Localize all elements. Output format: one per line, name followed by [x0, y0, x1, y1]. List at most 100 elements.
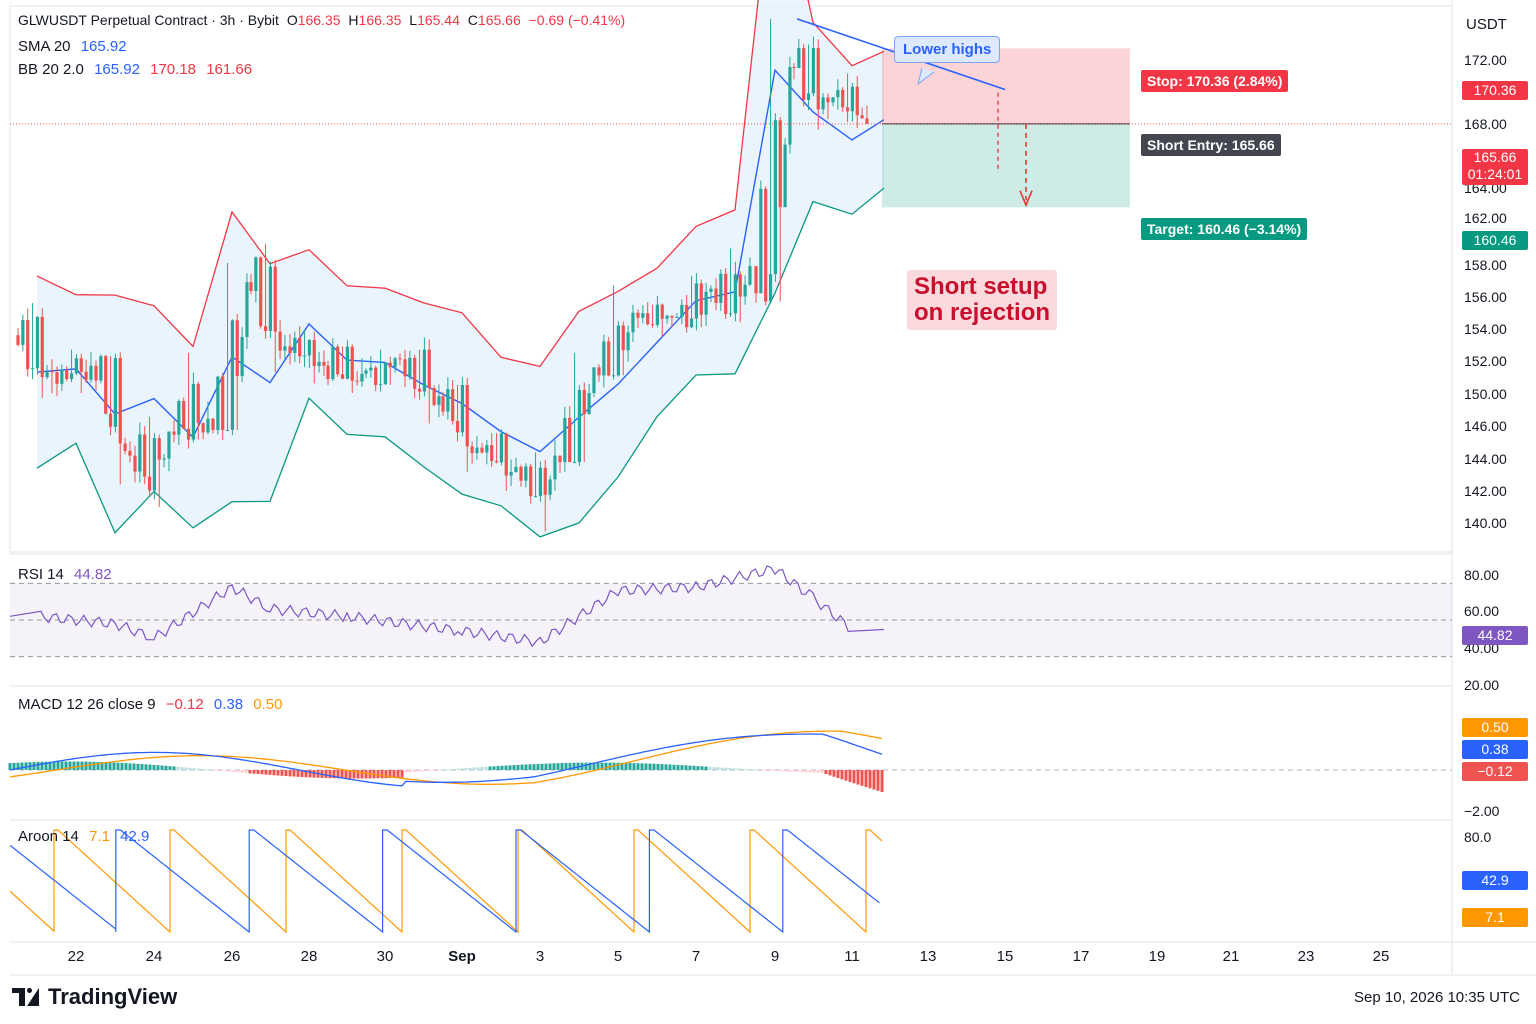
candle-body [45, 371, 49, 378]
macd-histogram-bar [184, 767, 188, 770]
candle-body [446, 389, 450, 412]
symbol-title: GLWUSDT Perpetual Contract · 3h · Bybit [18, 12, 279, 28]
candle-body [709, 288, 713, 292]
macd-histogram-bar [264, 770, 268, 775]
macd-histogram-bar [768, 770, 772, 771]
macd-histogram-bar [268, 770, 272, 775]
candle-body [331, 346, 335, 380]
macd-histogram-bar [204, 769, 208, 771]
candle-body [553, 455, 557, 480]
candle-body [616, 325, 620, 376]
candle-body [21, 320, 25, 345]
macd-histogram-bar [772, 770, 776, 771]
candle-body [422, 349, 426, 392]
macd-histogram-bar [384, 770, 388, 779]
candle-body [182, 401, 186, 429]
macd-histogram-bar [724, 767, 728, 770]
macd-histogram-bar [236, 770, 240, 773]
candle-body [816, 48, 820, 110]
macd-histogram-bar [488, 766, 492, 770]
macd-histogram-bar [840, 770, 844, 780]
aroon-legend[interactable]: Aroon 14 7.1 42.9 [18, 828, 149, 845]
macd-histogram-bar [348, 770, 352, 779]
stop-price-tag: 170.36 [1462, 81, 1528, 100]
stop-label[interactable]: Stop: 170.36 (2.84%) [1141, 70, 1289, 92]
candle-body [646, 313, 650, 325]
bb-legend[interactable]: BB 20 2.0 165.92 170.18 161.66 [18, 61, 252, 78]
candle-body [490, 445, 494, 462]
candle-body [364, 370, 368, 374]
candle-body [831, 97, 835, 103]
macd-histogram-bar [152, 764, 156, 770]
high-value: 166.35 [358, 12, 402, 28]
macd-histogram-bar [344, 770, 348, 779]
high-label: H [348, 12, 359, 28]
candle-body [79, 358, 83, 372]
macd-histogram-bar [536, 763, 540, 770]
entry-label[interactable]: Short Entry: 165.66 [1141, 134, 1281, 156]
macd-legend[interactable]: MACD 12 26 close 9 −0.12 0.38 0.50 [18, 696, 282, 713]
tradingview-logo[interactable]: TradingView [12, 984, 177, 1010]
candle-body [211, 418, 215, 430]
macd-histogram-bar [88, 761, 92, 770]
close-label: C [467, 12, 478, 28]
price-tick: 172.00 [1464, 52, 1507, 68]
candle-body [441, 396, 445, 412]
candle-body [302, 355, 307, 357]
candle-body [759, 188, 763, 294]
macd-histogram-bar [272, 770, 276, 776]
x-tick: 15 [996, 948, 1014, 965]
macd-histogram-bar [240, 770, 244, 773]
candle-body [802, 48, 806, 101]
macd-histogram-bar [572, 762, 576, 770]
candle-body [621, 325, 625, 351]
macd-histogram-bar [664, 764, 668, 770]
candle-body [764, 188, 768, 302]
bar-countdown: 01:24:01 [1467, 166, 1523, 182]
macd-histogram-bar [180, 767, 184, 770]
x-tick: 3 [535, 948, 545, 965]
macd-histogram-bar [60, 761, 64, 770]
sma-legend[interactable]: SMA 20 165.92 [18, 38, 127, 55]
macd-histogram-bar [592, 762, 596, 770]
lower-highs-callout[interactable]: Lower highs [894, 36, 1001, 63]
candle-body [201, 422, 205, 433]
x-tick: 30 [376, 948, 394, 965]
candle-body [724, 273, 728, 315]
macd-histogram-bar [628, 762, 632, 770]
candle-body [475, 447, 479, 454]
macd-histogram-bar [856, 770, 860, 785]
macd-histogram-bar [280, 770, 284, 776]
candle-body [577, 389, 581, 463]
macd-signal-tag: 0.50 [1462, 718, 1528, 737]
candle-body [167, 431, 171, 459]
chart-header: GLWUSDT Perpetual Contract · 3h · Bybit … [18, 12, 629, 28]
target-price-tag: 160.46 [1462, 231, 1528, 250]
candle-body [855, 86, 859, 116]
setup-callout[interactable]: Short setup on rejection [907, 270, 1058, 330]
macd-histogram-bar [472, 767, 476, 770]
target-label[interactable]: Target: 160.46 (−3.14%) [1141, 218, 1308, 240]
candle-body [245, 282, 249, 338]
candle-body [259, 257, 263, 327]
candle-body [655, 304, 659, 325]
price-tick: 146.00 [1464, 418, 1507, 434]
macd-histogram-bar [408, 770, 412, 773]
macd-histogram-bar [76, 761, 80, 770]
macd-histogram-bar [556, 763, 560, 770]
macd-histogram-bar [560, 763, 564, 770]
x-tick: 17 [1072, 948, 1090, 965]
macd-histogram-bar [508, 765, 512, 770]
projection-arrowhead [1019, 190, 1033, 208]
price-tick: 152.00 [1464, 353, 1507, 369]
currency-selector[interactable]: USDT [1466, 16, 1507, 33]
rsi-legend[interactable]: RSI 14 44.82 [18, 566, 112, 583]
candle-body [728, 313, 733, 315]
macd-histogram-bar [692, 765, 696, 770]
x-tick: 11 [844, 948, 860, 965]
macd-histogram-bar [380, 770, 384, 779]
candle-body [738, 274, 742, 297]
candle-body [485, 445, 489, 453]
price-tick: 162.00 [1464, 210, 1507, 226]
